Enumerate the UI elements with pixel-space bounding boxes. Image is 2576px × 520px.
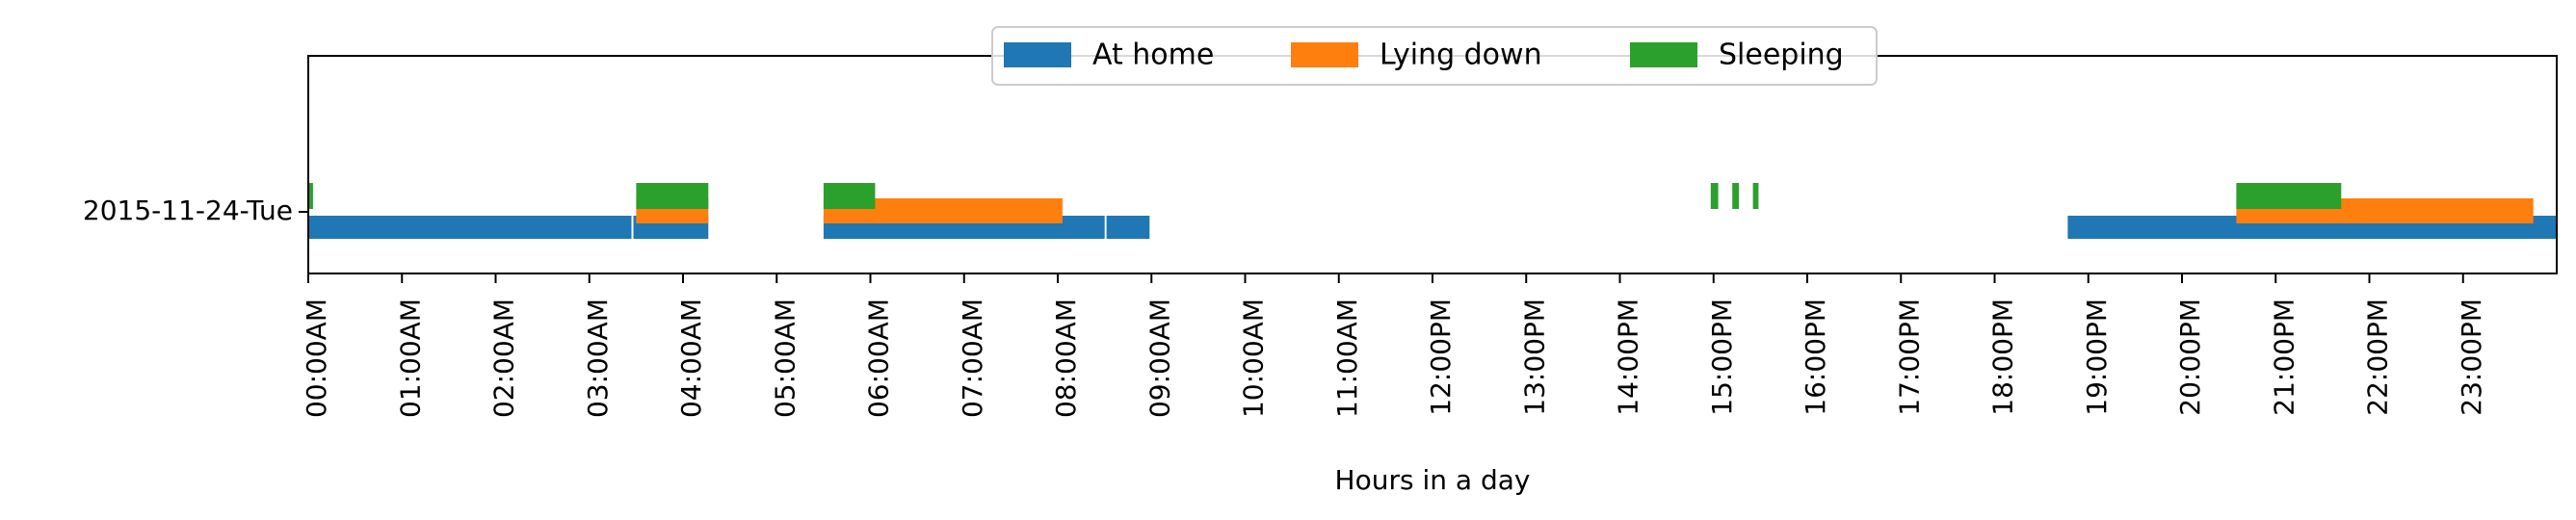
x-tick-label: 20:00PM — [2174, 299, 2206, 416]
x-tick-label: 14:00PM — [1613, 299, 1644, 416]
x-tick-label: 10:00AM — [1238, 299, 1270, 418]
x-tick-label: 01:00AM — [394, 299, 426, 418]
x-tick-label: 21:00PM — [2268, 299, 2300, 416]
interval-bars — [308, 183, 2557, 239]
legend-swatch-lying-down — [1291, 42, 1358, 67]
legend-swatch-sleeping — [1630, 42, 1697, 67]
x-tick-label: 13:00PM — [1518, 299, 1550, 416]
x-tick-label: 23:00PM — [2456, 299, 2487, 416]
bar-sleeping-6 — [2236, 183, 2342, 209]
x-tick-label: 09:00AM — [1143, 299, 1175, 418]
x-tick-label: 02:00AM — [488, 299, 520, 418]
bar-sleeping-2 — [823, 183, 876, 209]
x-tick-label: 16:00PM — [1800, 299, 1831, 416]
legend-label-lying-down: Lying down — [1380, 39, 1542, 72]
legend-box — [991, 26, 1878, 86]
x-axis: 00:00AM 01:00AM 02:00AM 03:00AM 04:00AM 05:00… — [301, 273, 2487, 418]
x-tick-label: 00:00AM — [301, 299, 332, 418]
x-tick-label: 19:00PM — [2081, 299, 2113, 416]
x-tick-label: 06:00AM — [863, 299, 895, 418]
bar-at-home-3 — [1106, 216, 1150, 239]
y-tick-label: 2015-11-24-Tue — [83, 195, 293, 226]
bar-sleeping-0 — [308, 183, 313, 209]
x-tick-label: 22:00PM — [2362, 299, 2394, 416]
legend-label-sleeping: Sleeping — [1719, 39, 1844, 72]
x-tick-label: 18:00PM — [1987, 299, 2019, 416]
y-axis: 2015-11-24-Tue — [83, 195, 308, 226]
bar-sleeping-4 — [1732, 183, 1739, 209]
bar-sleeping-1 — [636, 183, 709, 209]
plot-area-frame — [307, 55, 2558, 274]
x-tick-label: 07:00AM — [957, 299, 988, 418]
x-tick-label: 04:00AM — [675, 299, 707, 418]
legend-swatch-at-home — [1004, 42, 1071, 67]
x-tick-label: 05:00AM — [769, 299, 801, 418]
x-tick-label: 15:00PM — [1706, 299, 1738, 416]
x-tick-label: 08:00AM — [1050, 299, 1082, 418]
bar-at-home-0 — [308, 216, 632, 239]
legend-label-at-home: At home — [1092, 39, 1214, 72]
x-axis-label: Hours in a day — [1335, 464, 1531, 496]
bar-sleeping-5 — [1752, 183, 1759, 209]
x-tick-label: 11:00AM — [1331, 299, 1363, 418]
legend: At home Lying down Sleeping — [991, 26, 1878, 86]
x-tick-label: 17:00PM — [1893, 299, 1925, 416]
x-tick-label: 12:00PM — [1425, 299, 1457, 416]
bar-sleeping-3 — [1710, 183, 1719, 209]
x-tick-label: 03:00AM — [582, 299, 614, 418]
